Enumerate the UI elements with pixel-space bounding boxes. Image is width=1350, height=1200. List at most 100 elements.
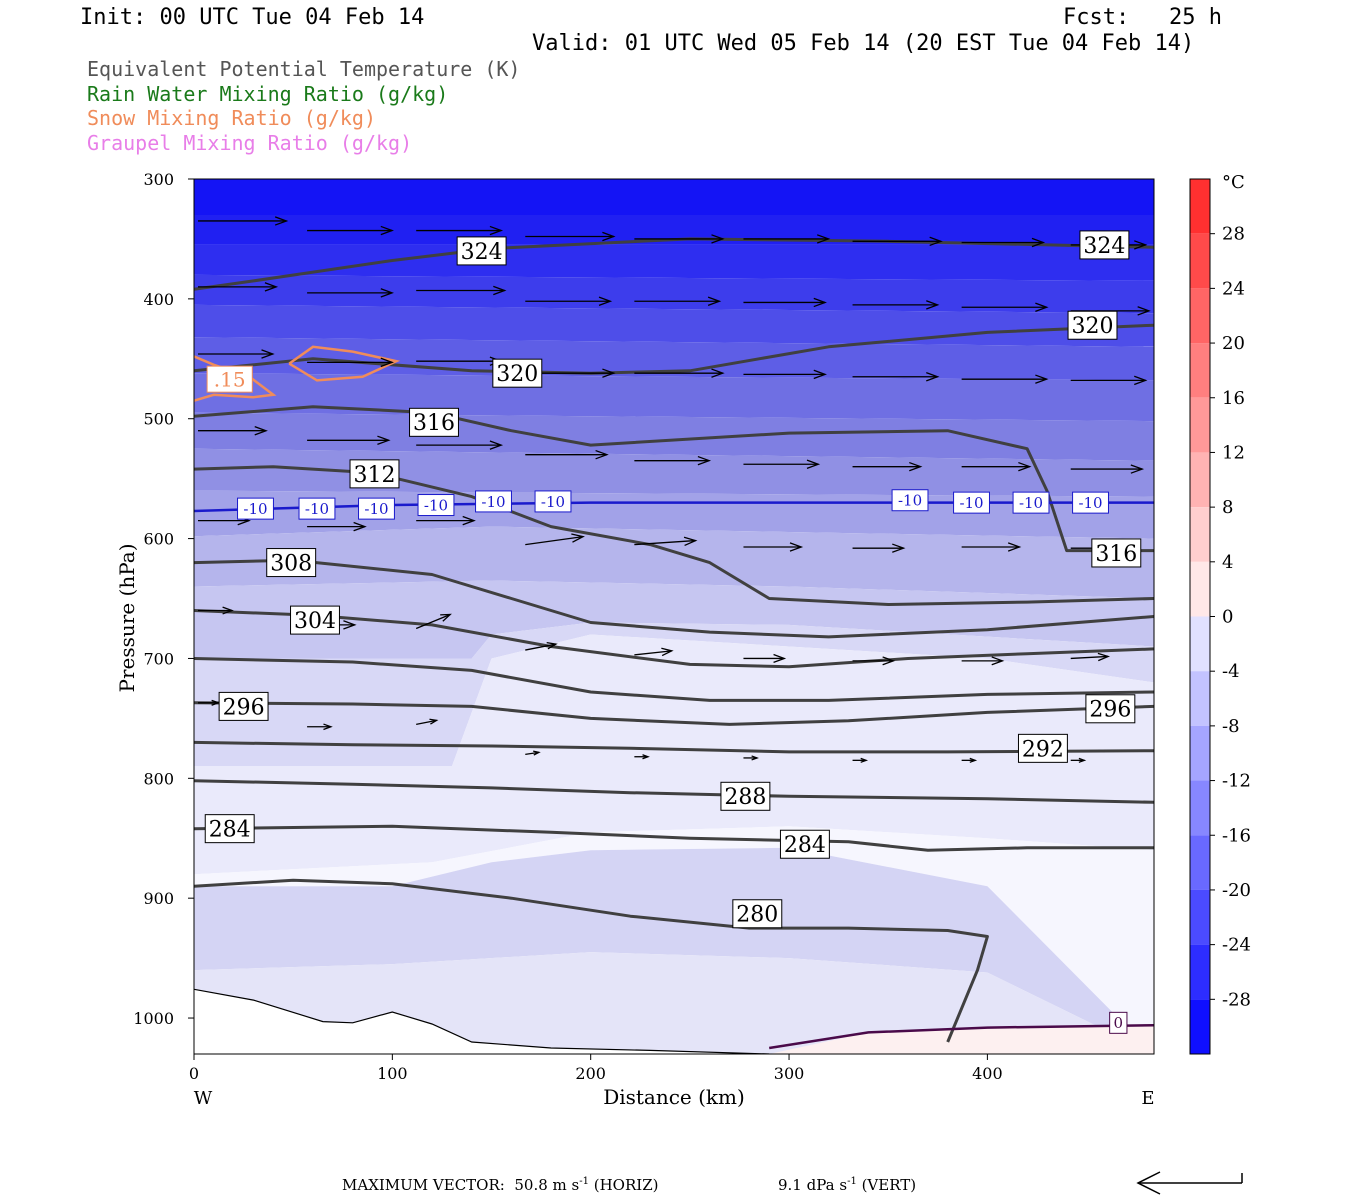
snow-label: .15	[206, 365, 253, 393]
max-vector-vertical: 9.1 dPa s-1 (VERT)	[778, 1176, 917, 1194]
y-tick-label: 500	[143, 410, 174, 429]
wind-vector	[961, 757, 978, 763]
temperature-band	[194, 244, 1154, 281]
svg-text:316: 316	[1095, 542, 1137, 567]
svg-text:320: 320	[1072, 314, 1114, 339]
isotherm-label: 0	[1109, 1011, 1128, 1034]
colorbar-unit: °C	[1222, 172, 1245, 193]
wind-vector	[743, 234, 831, 244]
colorbar-segment	[1190, 944, 1210, 1000]
wind-vector	[634, 754, 650, 760]
wind-vector	[307, 225, 394, 236]
colorbar-tick-label: 20	[1222, 333, 1245, 354]
theta-e-label: 316	[409, 407, 459, 437]
theta-e-contour	[194, 405, 1154, 553]
x-axis-east-label: E	[1141, 1088, 1154, 1109]
theta-e-label: 316	[1091, 538, 1142, 568]
valid-time: Valid: 01 UTC Wed 05 Feb 14 (20 EST Tue …	[532, 31, 1195, 56]
svg-text:-10: -10	[481, 493, 505, 511]
theta-e-label: 296	[1085, 694, 1136, 724]
theta-e-label: 324	[1079, 230, 1130, 260]
wind-vector	[743, 459, 821, 469]
theta-e-label: 284	[204, 814, 255, 844]
wind-vector	[525, 231, 616, 242]
theta-e-label: 320	[1067, 310, 1118, 340]
svg-text:304: 304	[294, 609, 336, 634]
wind-vector	[743, 653, 787, 663]
isotherm-label: -10	[298, 497, 336, 520]
legend-theta-e: Equivalent Potential Temperature (K)	[87, 57, 521, 81]
snow-contour	[288, 345, 401, 382]
wind-vector	[416, 515, 476, 526]
wind-vector	[634, 455, 712, 466]
y-tick-label: 900	[143, 889, 174, 908]
legend-graupel: Graupel Mixing Ratio (g/kg)	[87, 131, 413, 155]
colorbar-segment	[1190, 397, 1210, 453]
theta-e-label: 324	[456, 236, 507, 266]
theta-e-label: 280	[732, 899, 783, 929]
colorbar-tick-label: -4	[1222, 661, 1240, 682]
x-axis-title: Distance (km)	[603, 1085, 745, 1109]
wind-vector	[961, 656, 1005, 666]
wind-vector	[852, 300, 940, 310]
svg-text:-10: -10	[364, 500, 388, 518]
theta-e-contour	[194, 701, 1154, 726]
wind-vector	[1070, 464, 1145, 474]
colorbar-segment	[1190, 616, 1210, 672]
theta-e-label: 288	[720, 781, 771, 811]
plot-frame	[193, 178, 1155, 1055]
colorbar-segment	[1190, 233, 1210, 289]
temperature-band	[194, 274, 1154, 314]
wind-vector	[416, 440, 504, 450]
wind-vector	[961, 302, 1049, 312]
x-tick-label: 300	[774, 1064, 805, 1083]
init-time: Init: 00 UTC Tue 04 Feb 14	[80, 5, 425, 30]
theta-e-contour	[194, 323, 1154, 375]
wind-vector	[1070, 375, 1148, 386]
wind-vector	[961, 374, 1049, 384]
theta-e-label: 292	[1017, 733, 1068, 763]
svg-text:324: 324	[461, 240, 503, 265]
wind-vector	[416, 225, 504, 236]
colorbar-segment	[1190, 671, 1210, 726]
theta-e-contour	[194, 558, 1154, 639]
y-tick-label: 300	[143, 170, 174, 189]
svg-text:-10: -10	[541, 493, 565, 511]
theta-e-label: 320	[492, 358, 543, 388]
warm-region	[769, 1025, 1154, 1054]
x-tick-label: 200	[575, 1064, 606, 1083]
theta-e-label: 312	[349, 459, 400, 489]
wind-vector	[634, 234, 725, 244]
wind-vector	[525, 296, 613, 306]
wind-vector	[416, 285, 507, 296]
temperature-band	[194, 580, 1154, 659]
svg-text:-10: -10	[1078, 494, 1102, 512]
temperature-band	[194, 215, 1154, 245]
wind-vector	[1070, 757, 1087, 763]
colorbar-tick-label: 4	[1222, 552, 1233, 573]
temperature-band	[194, 337, 1154, 381]
reference-vector-icon	[1136, 1171, 1243, 1195]
colorbar-tick-label: -8	[1222, 716, 1240, 737]
wind-vector	[525, 750, 541, 756]
temperature-band	[194, 373, 1154, 422]
svg-text:296: 296	[223, 695, 265, 720]
svg-text:-10: -10	[959, 494, 983, 512]
wind-vector	[634, 296, 722, 306]
temperature-band	[194, 448, 1154, 497]
colorbar-segment	[1190, 561, 1210, 617]
y-tick-label: 800	[143, 769, 174, 788]
terrain-fill	[194, 989, 770, 1054]
wind-vector	[525, 641, 558, 651]
colorbar-tick-label: 28	[1222, 224, 1245, 245]
svg-text:324: 324	[1083, 234, 1125, 259]
theta-e-label: 284	[779, 829, 830, 859]
svg-text:-10: -10	[898, 492, 922, 510]
wind-vector	[416, 718, 439, 726]
wind-vector	[852, 461, 923, 472]
wind-vector	[743, 755, 759, 761]
svg-text:284: 284	[784, 833, 826, 858]
colorbar-tick-label: 0	[1222, 607, 1233, 628]
colorbar-segment	[1190, 780, 1210, 836]
